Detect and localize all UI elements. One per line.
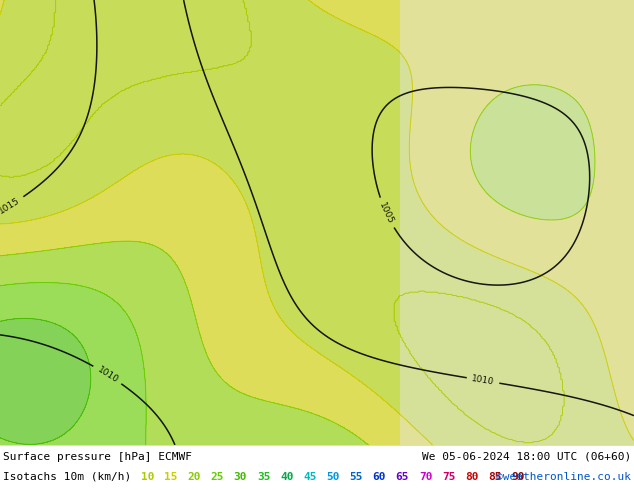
Text: 50: 50 bbox=[327, 472, 340, 482]
Text: 30: 30 bbox=[234, 472, 247, 482]
Text: 15: 15 bbox=[164, 472, 178, 482]
Text: 25: 25 bbox=[210, 472, 224, 482]
Text: 45: 45 bbox=[303, 472, 316, 482]
Text: 60: 60 bbox=[373, 472, 386, 482]
Text: 1015: 1015 bbox=[0, 196, 22, 216]
Bar bbox=[400, 0, 634, 445]
Text: Isotachs 10m (km/h): Isotachs 10m (km/h) bbox=[3, 472, 131, 482]
Text: 90: 90 bbox=[511, 472, 525, 482]
Text: 20: 20 bbox=[188, 472, 201, 482]
Text: 1010: 1010 bbox=[95, 365, 120, 385]
Text: 75: 75 bbox=[442, 472, 455, 482]
Text: 40: 40 bbox=[280, 472, 294, 482]
Text: 55: 55 bbox=[349, 472, 363, 482]
Text: 35: 35 bbox=[257, 472, 270, 482]
Text: 65: 65 bbox=[396, 472, 409, 482]
Text: Surface pressure [hPa] ECMWF: Surface pressure [hPa] ECMWF bbox=[3, 452, 192, 462]
Text: 1010: 1010 bbox=[471, 374, 495, 387]
Text: We 05-06-2024 18:00 UTC (06+60): We 05-06-2024 18:00 UTC (06+60) bbox=[422, 452, 631, 462]
Text: 80: 80 bbox=[465, 472, 479, 482]
Text: 1005: 1005 bbox=[377, 200, 395, 225]
Text: 10: 10 bbox=[141, 472, 155, 482]
Text: ©weatheronline.co.uk: ©weatheronline.co.uk bbox=[496, 472, 631, 482]
Text: 85: 85 bbox=[488, 472, 501, 482]
Text: 70: 70 bbox=[418, 472, 432, 482]
